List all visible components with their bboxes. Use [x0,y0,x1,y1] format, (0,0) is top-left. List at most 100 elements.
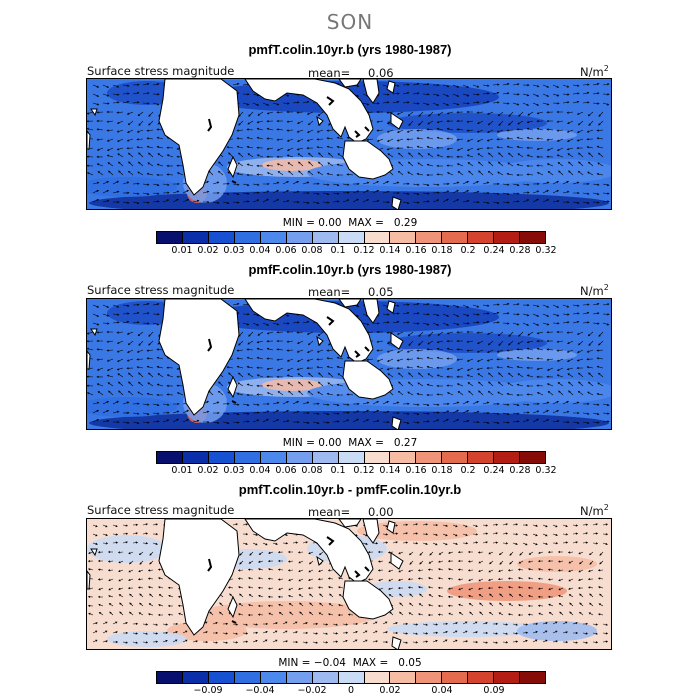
colorbar-swatch [442,452,469,463]
field-contour-region [197,601,377,629]
landmasses [87,519,404,649]
land-outline [158,299,240,416]
panel-1-mean-label: mean= [308,66,351,80]
land-outline [158,519,240,636]
colorbar-swatch [520,672,546,683]
panel-3-minmax: MIN = −0.04 MAX = 0.05 [0,657,700,669]
season-label: SON [326,10,374,34]
colorbar-tick-label: 0.14 [379,245,401,256]
lake-outline [207,118,213,132]
panel-1-units: N/m2 [580,64,609,79]
colorbar-tick-label: 0.24 [483,245,505,256]
lake-outline [354,350,361,358]
colorbar-swatch [364,232,391,243]
landmasses [87,79,404,209]
land-outline [390,552,404,570]
lake-outline [364,566,370,572]
colorbar-swatch [182,672,209,683]
colorbar-tick-label: −0.04 [245,685,275,696]
colorbar-tick-label: 0.04 [249,465,271,476]
land-outline [390,112,404,130]
lake-outline [364,126,370,132]
panel-3-units: N/m2 [580,503,609,518]
land-outline [227,375,238,399]
colorbar-tick-label: 0.02 [197,465,219,476]
colorbar-tick-label: 0.18 [431,245,453,256]
field-contour-region [167,621,247,641]
land-outline [338,299,362,308]
panel-3-colorbar-ticks: −0.09 −0.04 −0.02 0 0.02 0.04 0.09 [156,685,546,697]
colorbar-tick-label: 0.03 [223,465,245,476]
colorbar-swatch [286,672,313,683]
land-outline [227,595,238,619]
colorbar-swatch [520,232,546,243]
field-contour-region [497,349,577,361]
colorbar-swatch [208,672,235,683]
lake-outline [231,400,237,404]
colorbar-tick-label: 0.1 [330,245,346,256]
panel-3-mean-value: 0.00 [368,505,394,519]
colorbar-tick-label: 0.04 [249,245,271,256]
land-outline [342,140,394,180]
colorbar-tick-label: 0.28 [509,245,531,256]
land-outline [90,328,98,337]
panel-3-max-value: 0.05 [398,657,422,669]
panel-3-colorbar [156,671,546,684]
colorbar-swatch [338,672,365,683]
panel-3-min-value: −0.04 [313,657,346,669]
colorbar-swatch [312,232,339,243]
map-canvas [87,79,611,209]
map-canvas [87,519,611,649]
land-outline [316,335,324,346]
colorbar-swatch [312,452,339,463]
colorbar-tick-label: 0.06 [275,245,297,256]
panel-2-min-value: 0.00 [318,437,342,449]
panel-2-field-label: Surface stress magnitude [87,283,235,297]
panel-1-min-label: MIN = [282,217,315,229]
field-contour-region [497,159,611,183]
colorbar-swatch [260,452,287,463]
panel-3-max-label: MAX = [352,657,389,669]
colorbar-tick-label: −0.02 [297,685,327,696]
land-outline [390,332,404,350]
field-contour-region [377,129,457,149]
lake-outline [231,180,237,184]
panel-2-min-label: MIN = [282,437,315,449]
land-outline [158,79,240,196]
colorbar-swatch [338,452,365,463]
colorbar-tick-label: 0.12 [353,245,375,256]
panel-2-title: pmfF.colin.10yr.b (yrs 1980-1987) [248,262,452,277]
panel-2-colorbar-ticks: 0.01 0.02 0.03 0.04 0.06 0.08 0.1 0.12 0.14 0.16 0… [156,465,556,477]
panel-3-map [86,518,612,650]
lake-outline [354,130,361,138]
lake-outline [207,338,213,352]
colorbar-swatch [182,452,209,463]
land-outline [87,130,91,150]
panel-3-min-label: MIN = [278,657,311,669]
colorbar-swatch [468,452,495,463]
land-outline [227,155,238,179]
land-outline [244,519,374,584]
colorbar-tick-label: 0.18 [431,465,453,476]
colorbar-tick-label: 0.03 [223,245,245,256]
colorbar-swatch [234,452,261,463]
land-outline [362,299,380,324]
panel-1-field-label: Surface stress magnitude [87,64,235,78]
colorbar-tick-label: 0.32 [535,465,557,476]
colorbar-tick-label: 0.1 [330,465,346,476]
colorbar-tick-label: 0.28 [509,465,531,476]
colorbar-swatch [364,452,391,463]
colorbar-tick-label: 0.2 [460,245,476,256]
land-outline [316,115,324,126]
colorbar-swatch [338,232,365,243]
field-contour-region [497,379,611,403]
colorbar-tick-label: 0.14 [379,465,401,476]
land-outline [338,79,362,88]
panel-1-colorbar [156,231,546,244]
panel-1-max-value: 0.29 [393,217,418,229]
lake-outline [326,536,335,546]
colorbar-swatch [260,232,287,243]
panel-1-title: pmfT.colin.10yr.b (yrs 1980-1987) [248,42,452,57]
panel-1-min-value: 0.00 [318,217,342,229]
land-outline [244,79,374,144]
